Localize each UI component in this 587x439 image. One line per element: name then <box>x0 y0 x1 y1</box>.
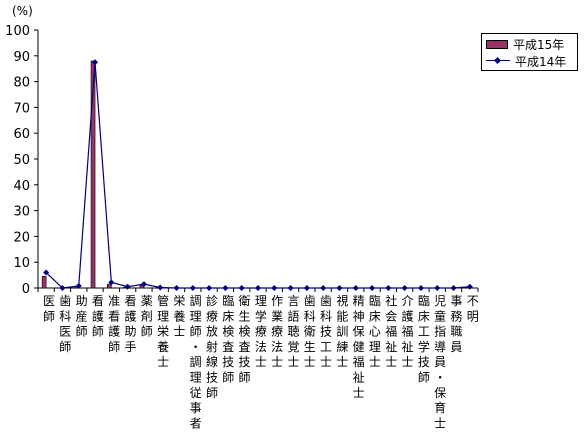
legend-label-line: 平成14年 <box>515 54 567 69</box>
y-tick-label: 50 <box>13 153 30 168</box>
x-tick-label: 理学療法士 <box>255 294 267 369</box>
line-point <box>173 285 180 291</box>
x-tick-label: 臨床心理士 <box>369 294 381 369</box>
line-point <box>369 285 376 291</box>
y-axis: 0 10 20 30 40 50 60 70 80 90 100 <box>5 24 39 297</box>
x-tick-label: 看護師 <box>92 294 104 339</box>
line-point <box>75 282 82 289</box>
legend-entry-line: 平成14年 <box>486 53 566 69</box>
line-point <box>255 285 261 291</box>
legend-entry-bar: 平成15年 <box>486 36 564 52</box>
x-tick-label: 歯科衛生士 <box>304 294 316 369</box>
y-tick-label: 70 <box>13 101 30 116</box>
y-tick-label: 20 <box>13 230 30 245</box>
unit-label: (%) <box>12 4 33 18</box>
x-tick-label: 社会福祉士 <box>385 293 397 369</box>
line-point <box>189 285 196 291</box>
legend: 平成15年 平成14年 <box>481 33 578 71</box>
x-tick-label: 言語聴覚士 <box>287 294 299 369</box>
y-tick-label: 10 <box>13 256 30 271</box>
x-tick-label: 衛生検査技師 <box>239 294 251 385</box>
line-point <box>287 285 294 291</box>
legend-swatch-line <box>486 56 510 66</box>
x-tick-label: 調理師・調理従事者 <box>190 294 202 430</box>
line-point <box>417 285 424 291</box>
line-point <box>450 285 457 291</box>
x-tick-label: 事務職員 <box>450 294 462 354</box>
x-tick-label: 准看護師 <box>108 294 120 354</box>
x-tick-label: 看護助手 <box>124 294 136 354</box>
x-tick-label: 精神保健福祉士 <box>353 294 365 400</box>
line-point <box>124 283 131 290</box>
line-point <box>401 285 408 291</box>
x-tick-label: 視能訓練士 <box>336 293 348 369</box>
line-point <box>336 285 343 291</box>
y-tick-label: 40 <box>13 179 30 194</box>
x-tick-label: 作業療法士 <box>271 294 283 369</box>
x-tick-label: 歯科技工士 <box>320 294 332 369</box>
line-point <box>434 285 441 291</box>
y-tick-label: 80 <box>13 76 30 91</box>
bar <box>41 276 47 289</box>
line-point <box>59 285 66 291</box>
legend-label-bar: 平成15年 <box>513 37 565 52</box>
bar-series <box>41 60 471 289</box>
line-point <box>222 285 229 291</box>
bar <box>107 283 112 289</box>
line-point <box>352 285 359 291</box>
x-tick-label: 児童指導員・保育士 <box>434 294 446 430</box>
x-tick-label: 助産師 <box>76 294 88 339</box>
line-point <box>43 269 50 276</box>
line-point <box>271 285 278 291</box>
series-line <box>45 62 470 289</box>
x-tick-label: 臨床工学技師 <box>418 294 430 385</box>
x-tick-label: 不明 <box>467 294 479 323</box>
line-point <box>92 59 99 66</box>
x-tick-label: 管理栄養士 <box>157 293 169 369</box>
line-point <box>157 284 164 291</box>
line-point <box>303 285 310 291</box>
y-tick-label: 30 <box>13 205 30 220</box>
line-series <box>43 59 473 291</box>
x-tick-label: 歯科医師 <box>59 294 71 354</box>
y-tick-label: 100 <box>5 24 30 39</box>
line-point <box>466 283 473 290</box>
bar <box>90 60 96 289</box>
legend-swatch-bar <box>486 39 508 49</box>
x-tick-label: 臨床検査技師 <box>222 294 234 385</box>
x-tick-label: 診療放射線技師 <box>206 293 218 400</box>
x-tick-label: 栄養士 <box>173 294 185 339</box>
line-point <box>385 285 392 291</box>
x-tick-label: 薬剤師 <box>141 294 153 339</box>
y-tick-label: 60 <box>13 127 30 142</box>
line-point <box>140 281 147 288</box>
line-point <box>238 285 245 291</box>
y-tick-label: 0 <box>22 282 30 297</box>
line-point <box>108 279 115 286</box>
x-tick-labels: 医師歯科医師助産師看護師准看護師看護助手薬剤師管理栄養士栄養士調理師・調理従事者… <box>43 293 479 430</box>
line-point <box>206 285 213 291</box>
line-point <box>320 285 327 291</box>
x-tick-label: 介護福祉士 <box>402 294 414 369</box>
y-tick-label: 90 <box>13 50 30 65</box>
x-tick-label: 医師 <box>43 294 55 323</box>
